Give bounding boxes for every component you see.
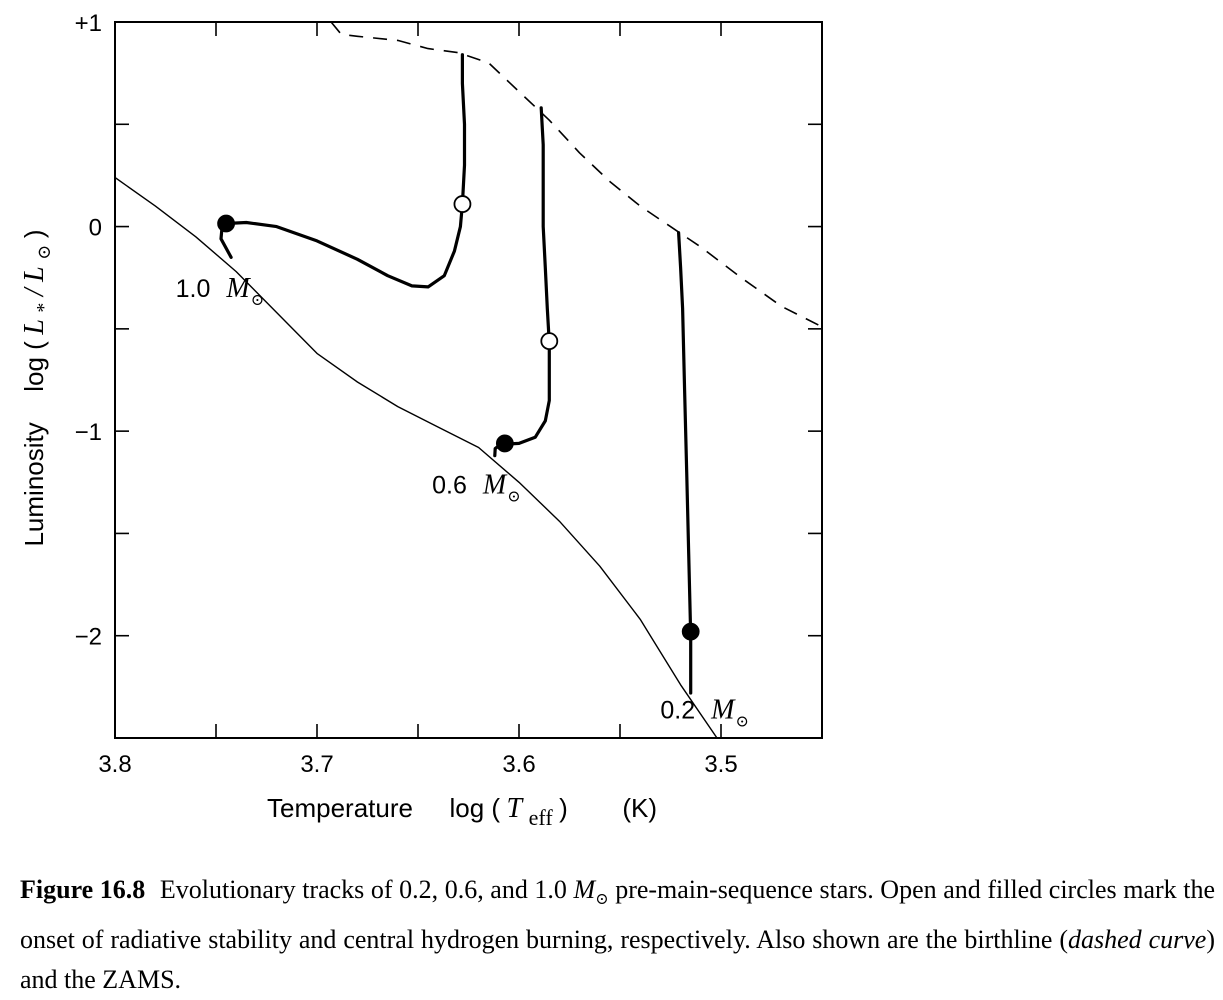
caption-solar-mass-sub: ⊙ <box>595 891 609 909</box>
zams-line <box>115 176 718 738</box>
series-layer <box>115 22 822 738</box>
track-line-3 <box>493 106 551 458</box>
y-label-prefix: Luminosity <box>19 422 49 546</box>
x-tick-label: 3.6 <box>502 751 535 778</box>
hydrogen-burning-marker <box>681 622 700 641</box>
x-axis-label: Temperature log ( T eff ) (K) <box>267 793 657 831</box>
y-axis-label: Luminosity log ( L * / L ⊙ ) <box>19 229 56 546</box>
y-label-slash: / <box>19 286 50 298</box>
radiative-stability-marker <box>453 195 472 213</box>
y-label-num-sub: * <box>33 303 55 313</box>
y-label-num: L <box>19 319 50 336</box>
caption-italic: dashed curve <box>1068 925 1207 955</box>
birthline-line <box>330 22 822 328</box>
y-tick-label: 0 <box>89 215 102 242</box>
track-line-4 <box>677 231 693 695</box>
y-label-den: L <box>19 266 50 283</box>
y-label-den-sub: ⊙ <box>34 245 54 260</box>
mass-annotation: 0.2 M⊙ <box>660 694 749 730</box>
x-label-sub: eff <box>529 805 554 830</box>
caption-label: Figure 16.8 <box>20 875 146 904</box>
y-tick-label: −1 <box>75 419 102 446</box>
hydrogen-burning-marker <box>217 214 236 233</box>
radiative-stability-marker <box>540 332 559 351</box>
figure-caption: Figure 16.8 Evolutionary tracks of 0.2, … <box>20 870 1215 1000</box>
x-tick-label: 3.8 <box>98 751 131 778</box>
plot-frame <box>114 21 823 739</box>
y-label-close: ) <box>19 229 49 238</box>
caption-text-2: pre-main-sequence stars. Open and filled… <box>20 875 1215 955</box>
x-label-var: T <box>507 793 525 824</box>
y-tick-label: −2 <box>75 624 102 651</box>
y-label-log: log ( <box>19 341 49 392</box>
x-label-log: log ( <box>449 793 500 823</box>
markers-layer <box>217 195 700 641</box>
x-tick-label: 3.7 <box>300 751 333 778</box>
x-label-unit: (K) <box>622 793 657 823</box>
mass-annotation: 0.6 M⊙ <box>432 469 521 505</box>
x-label-close: ) <box>559 793 568 823</box>
hr-diagram: 3.8 3.7 3.6 3.5 +1 0 −1 −2 1.0 M⊙ 0.6 M⊙ 0.2 M⊙ Temp… <box>19 10 823 831</box>
mass-annotation: 1.0 M⊙ <box>176 273 265 309</box>
hydrogen-burning-marker <box>495 434 514 453</box>
track-line-2 <box>219 53 467 289</box>
ticks-layer: 3.8 3.7 3.6 3.5 +1 0 −1 −2 <box>75 10 822 778</box>
annotations-layer: 1.0 M⊙ 0.6 M⊙ 0.2 M⊙ <box>176 273 749 730</box>
caption-solar-mass-symbol: M <box>573 875 596 904</box>
caption-text-1: Evolutionary tracks of 0.2, 0.6, and 1.0 <box>159 875 567 904</box>
x-label-prefix: Temperature <box>267 793 413 823</box>
y-tick-label: +1 <box>75 10 102 37</box>
x-tick-label: 3.5 <box>704 751 737 778</box>
caption-text-3: ) and the ZAMS. <box>20 925 1215 995</box>
